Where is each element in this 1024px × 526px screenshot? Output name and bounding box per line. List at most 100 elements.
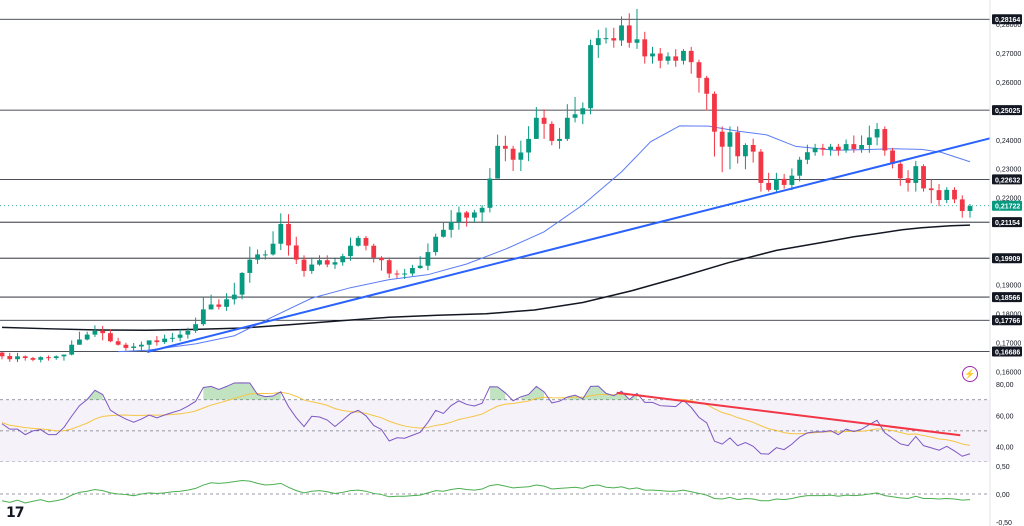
candle-body: [340, 256, 346, 263]
candle-body: [549, 123, 555, 141]
candle-body: [952, 189, 957, 200]
level-label: 0,16686: [995, 350, 1020, 357]
candle-body: [928, 188, 934, 191]
level-label: 0,19909: [995, 256, 1020, 263]
candle-body: [750, 144, 756, 152]
candle-body: [270, 243, 276, 255]
osc-tick-label: 0,50: [996, 464, 1010, 471]
level-label-bg: [992, 253, 1022, 264]
candle-body: [712, 93, 717, 132]
price-tick-label: 0,18000: [996, 311, 1021, 318]
price-tick-label: 0,22000: [996, 196, 1021, 203]
oscillator-panel[interactable]: [0, 462, 1024, 526]
candle-body: [603, 38, 609, 40]
candle-body: [642, 39, 648, 57]
candle-body: [108, 333, 113, 342]
candle-body: [46, 357, 51, 359]
candle-body: [69, 344, 75, 355]
candle-body: [526, 138, 531, 153]
candle-body: [348, 245, 353, 257]
candle-body: [897, 163, 903, 179]
current-price-label-bg: [992, 200, 1022, 211]
candle-body: [789, 175, 795, 185]
candle-body: [487, 178, 493, 208]
candle-body: [921, 166, 926, 189]
rsi-overbought-fill: [520, 386, 545, 400]
candle-body: [379, 257, 384, 261]
candle-body: [371, 245, 377, 258]
support-trendline: [146, 137, 991, 353]
candle-body: [38, 357, 44, 360]
candle-body: [471, 212, 477, 218]
candle-body: [626, 25, 632, 43]
candle-body: [77, 339, 82, 345]
candle-body: [835, 146, 841, 151]
candle-body: [115, 341, 121, 345]
candle-body: [634, 39, 640, 43]
candle-body: [177, 334, 183, 338]
candle-body: [944, 189, 950, 200]
candle-body: [247, 259, 253, 273]
candle-body: [766, 182, 772, 190]
rsi-line: [1, 382, 971, 457]
candle-body: [278, 224, 284, 244]
candle-body: [456, 212, 462, 222]
candle-body: [580, 108, 586, 115]
candle-body: [743, 144, 748, 157]
candle-body: [239, 272, 245, 295]
candle-body: [673, 56, 679, 61]
price-tick-label: 0,27000: [996, 51, 1021, 58]
candle-body: [15, 356, 20, 360]
osc-line: [1, 480, 971, 504]
candle-body: [804, 152, 810, 160]
candle-body: [231, 294, 237, 300]
candle-body: [820, 147, 826, 150]
candle-body: [859, 144, 864, 150]
candle-body: [758, 151, 764, 183]
price-chart[interactable]: [0, 0, 1024, 376]
candle-body: [448, 221, 454, 230]
osc-tick-label: 0,00: [996, 492, 1010, 499]
candle-body: [479, 207, 485, 213]
level-label-bg: [992, 174, 1022, 185]
candle-body: [866, 137, 872, 145]
price-tick-label: 0,26000: [996, 80, 1021, 87]
candle-body: [162, 338, 168, 343]
candle-body: [30, 358, 36, 360]
candle-body: [410, 268, 415, 274]
candle-body: [464, 212, 470, 218]
candle-body: [735, 132, 741, 157]
candle-body: [394, 273, 400, 275]
candle-body: [169, 337, 175, 339]
lightning-icon[interactable]: ⚡: [962, 366, 978, 382]
candle-body: [363, 237, 369, 246]
candle-body: [828, 146, 834, 150]
candle-body: [557, 138, 562, 141]
candle-body: [84, 334, 90, 340]
candle-body: [293, 245, 299, 260]
candle-body: [92, 330, 98, 335]
tradingview-logo[interactable]: 17: [6, 505, 25, 521]
rsi-panel[interactable]: [0, 378, 1024, 462]
candle-body: [595, 38, 601, 46]
candle-body: [433, 236, 439, 253]
candle-body: [913, 166, 919, 183]
candle-body: [773, 178, 779, 190]
ma50-line: [118, 125, 971, 353]
level-label: 0,17766: [995, 318, 1020, 325]
candle-body: [681, 50, 686, 61]
level-label-bg: [992, 292, 1022, 303]
candle-body: [797, 159, 803, 176]
candle-body: [843, 144, 849, 151]
candle-body: [572, 114, 578, 118]
candle-body: [255, 254, 260, 260]
level-label-bg: [992, 105, 1022, 116]
candle-body: [216, 304, 222, 307]
candle-body: [518, 152, 524, 160]
price-tick-label: 0,28000: [996, 22, 1021, 29]
candle-body: [208, 304, 214, 310]
candle-body: [936, 190, 942, 200]
candle-body: [138, 344, 144, 347]
